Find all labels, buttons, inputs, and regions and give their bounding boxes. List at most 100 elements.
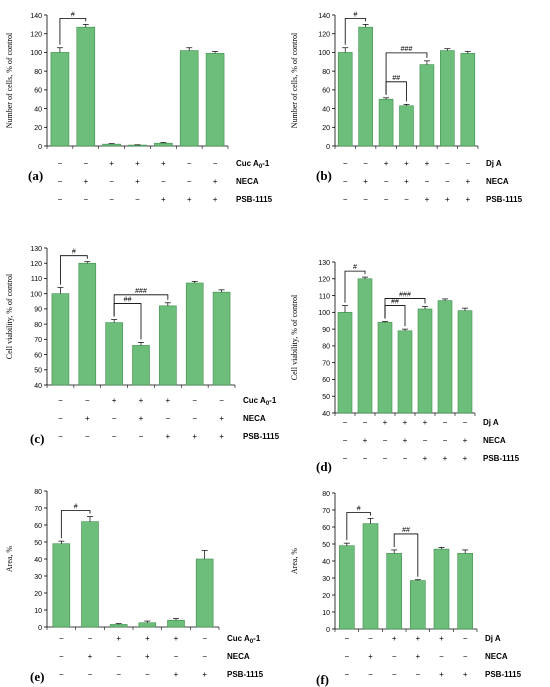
significance-bracket — [59, 17, 87, 45]
y-tick-label: 30 — [322, 576, 330, 583]
treatment-sign: + — [439, 634, 444, 643]
treatment-name: PSB-1115 — [227, 670, 264, 679]
significance-bracket — [385, 52, 428, 95]
treatment-sign: − — [187, 177, 192, 186]
treatment-sign: − — [392, 670, 397, 679]
treatment-name-main: Cuc A — [227, 634, 250, 643]
bar — [205, 53, 225, 147]
significance-label: # — [357, 506, 361, 513]
treatment-name-main: PSB-1115 — [227, 670, 264, 679]
y-tick-label: 50 — [34, 540, 42, 547]
significance-bracket — [60, 510, 91, 539]
bar — [437, 300, 453, 414]
y-tick-label: 110 — [31, 276, 42, 283]
treatment-sign: − — [404, 195, 409, 204]
panel-label: (a) — [28, 168, 43, 183]
significance-bracket — [60, 255, 88, 285]
treatment-sign: + — [463, 454, 468, 463]
treatment-sign: − — [187, 159, 192, 168]
y-tick-label: 70 — [34, 506, 42, 513]
treatment-name: NECA — [486, 177, 509, 186]
treatment-name-main: PSB-1115 — [485, 670, 522, 679]
treatment-sign: − — [343, 418, 348, 427]
y-tick-label: 130 — [318, 260, 330, 267]
treatment-name-main: PSB-1115 — [243, 432, 280, 441]
treatment-name: Dj A — [483, 418, 499, 427]
treatment-sign: + — [88, 652, 93, 661]
significance-label: ## — [124, 297, 132, 304]
treatment-sign: + — [363, 436, 368, 445]
treatment-sign: + — [145, 652, 150, 661]
y-tick-label: 0 — [38, 144, 42, 151]
treatment-sign: − — [392, 652, 397, 661]
treatment-sign: + — [116, 634, 121, 643]
y-tick-label: 140 — [30, 13, 42, 20]
bar — [337, 52, 353, 147]
bar — [399, 105, 414, 147]
treatment-sign: + — [423, 418, 428, 427]
treatment-sign: + — [139, 396, 144, 405]
treatment-sign: + — [423, 454, 428, 463]
y-tick-label: 70 — [322, 360, 330, 367]
treatment-sign: + — [463, 436, 468, 445]
treatment-sign: + — [403, 436, 408, 445]
treatment-sign: + — [145, 634, 150, 643]
y-tick-label: 40 — [322, 411, 330, 418]
treatment-name-main: Cuc A — [236, 159, 259, 168]
y-tick-label: 0 — [326, 144, 330, 151]
y-axis-title: Cell viability, % of control — [290, 294, 299, 380]
y-tick-label: 10 — [322, 610, 330, 617]
treatment-sign: − — [443, 436, 448, 445]
treatment-sign: + — [219, 432, 224, 441]
treatment-sign: − — [363, 454, 368, 463]
bar — [419, 64, 435, 147]
treatment-sign: + — [404, 177, 409, 186]
y-tick-label: 50 — [34, 368, 42, 375]
treatment-name-main: NECA — [227, 652, 250, 661]
bar — [410, 580, 426, 630]
treatment-sign: − — [439, 652, 444, 661]
significance-bracket — [344, 17, 367, 45]
significance-bracket — [344, 270, 366, 303]
significance-bracket — [113, 294, 169, 317]
significance-bracket — [346, 512, 371, 541]
treatment-sign: − — [83, 159, 88, 168]
treatment-sign: − — [363, 159, 368, 168]
treatment-sign: − — [415, 670, 420, 679]
treatment-sign: − — [384, 177, 389, 186]
treatment-name-main: PSB-1115 — [236, 195, 273, 204]
treatment-sign: + — [368, 652, 373, 661]
treatment-name-main: NECA — [243, 414, 266, 423]
treatment-sign: + — [383, 418, 388, 427]
significance-label: # — [74, 504, 78, 511]
treatment-sign: − — [344, 652, 349, 661]
chart-panel-c: 40 50 60 70 80 90 100 110 120 130 Cell viability, … — [5, 246, 280, 446]
bar — [51, 293, 70, 386]
treatment-name-main: NECA — [486, 177, 509, 186]
bar — [52, 543, 71, 628]
bar — [195, 558, 214, 628]
treatment-sign: + — [192, 432, 197, 441]
treatment-name-main: NECA — [483, 436, 506, 445]
treatment-sign: − — [384, 195, 389, 204]
treatment-sign: − — [174, 652, 179, 661]
y-tick-label: 120 — [318, 32, 330, 39]
bar — [105, 322, 123, 386]
treatment-name: PSB-1115 — [243, 432, 280, 441]
treatment-name: PSB-1115 — [486, 195, 523, 204]
treatment-name-main: Dj A — [485, 634, 501, 643]
treatment-sign: − — [368, 634, 373, 643]
treatment-sign: + — [415, 652, 420, 661]
treatment-name: PSB-1115 — [483, 454, 520, 463]
treatment-sign: − — [202, 652, 207, 661]
bar — [358, 26, 373, 147]
treatment-sign: + — [463, 670, 468, 679]
treatment-sign: + — [112, 396, 117, 405]
y-tick-label: 110 — [319, 293, 330, 300]
treatment-name: NECA — [236, 177, 259, 186]
y-tick-label: 50 — [322, 394, 330, 401]
y-tick-label: 60 — [34, 523, 42, 530]
bar — [81, 521, 99, 628]
treatment-sign: + — [404, 159, 409, 168]
